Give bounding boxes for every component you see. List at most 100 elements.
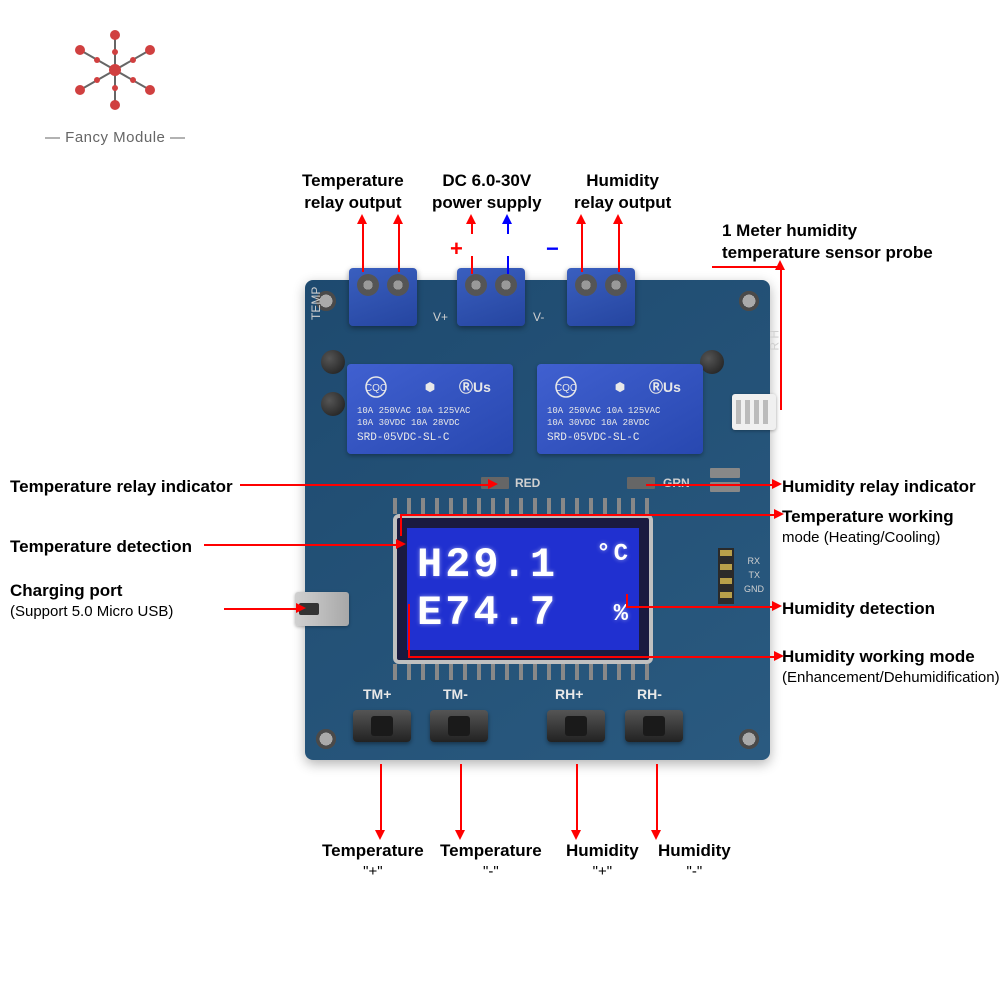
- arrow-line: [408, 604, 410, 658]
- lcd-humidity: E74.7 %: [417, 589, 639, 637]
- mounting-hole: [313, 726, 339, 752]
- arrow-line: [618, 220, 620, 272]
- svg-text:CQC: CQC: [365, 383, 387, 394]
- arrow-head: [455, 830, 465, 840]
- lcd-display: H29.1 °C E74.7 %: [393, 514, 653, 664]
- mounting-hole: [736, 726, 762, 752]
- arrow-line: [398, 220, 400, 272]
- arrow-head: [296, 603, 306, 613]
- silkscreen-vplus: V+: [433, 310, 448, 324]
- svg-text:ⓇUs: ⓇUs: [459, 379, 491, 395]
- relay-humidity: CQC ⬢ ⓇUs 10A 250VAC 10A 125VAC10A 30VDC…: [537, 364, 703, 454]
- arrow-line: [224, 608, 300, 610]
- annotation-sensor-probe: 1 Meter humidity temperature sensor prob…: [722, 220, 933, 264]
- button-label-tmminus: TM-: [443, 686, 468, 702]
- arrow-line: [460, 764, 462, 834]
- arrow-head: [775, 260, 785, 270]
- logo-text: — Fancy Module —: [45, 129, 186, 146]
- svg-text:ⓇUs: ⓇUs: [649, 379, 681, 395]
- arrow-line: [576, 764, 578, 834]
- arrow-line: [626, 594, 628, 608]
- lcd-pins: [393, 498, 653, 514]
- relay-spec: 10A 250VAC 10A 125VAC10A 30VDC 10A 28VDC…: [357, 406, 470, 446]
- polarity-plus: +: [450, 236, 463, 262]
- arrow-line: [712, 266, 780, 268]
- silkscreen-gnd: GND: [744, 584, 764, 594]
- silkscreen-temp: TEMP: [309, 287, 323, 320]
- sensor-connector: [732, 394, 776, 430]
- capacitor: [321, 350, 345, 374]
- silkscreen-tx: TX: [748, 570, 760, 580]
- annotation-temp-relay-indicator: Temperature relay indicator: [10, 476, 233, 498]
- arrow-line: [362, 220, 364, 272]
- annotation-charging-port: Charging port(Support 5.0 Micro USB): [10, 580, 173, 622]
- button-label-rhminus: RH-: [637, 686, 662, 702]
- brand-logo: — Fancy Module —: [45, 20, 186, 146]
- svg-text:CQC: CQC: [555, 383, 577, 394]
- silkscreen-grn: GRN: [663, 476, 690, 490]
- annotation-humid-detection: Humidity detection: [782, 598, 935, 620]
- relay-cert-icons: CQC ⬢ ⓇUs: [347, 374, 513, 405]
- arrow-line: [507, 220, 509, 234]
- annotation-humid-relay-output: Humidity relay output: [574, 170, 671, 214]
- annotation-btn-humid-minus: Humidity"-": [658, 840, 731, 882]
- arrow-head: [576, 214, 586, 224]
- arrow-head: [772, 601, 782, 611]
- silkscreen-rx: RX: [747, 556, 760, 566]
- terminal-temp-relay: [349, 268, 417, 326]
- button-tm-plus[interactable]: [353, 710, 411, 742]
- annotation-btn-temp-minus: Temperature"-": [440, 840, 542, 882]
- serial-pin-header: [718, 548, 734, 604]
- arrow-line: [471, 220, 473, 234]
- button-rh-minus[interactable]: [625, 710, 683, 742]
- arrow-line: [471, 256, 473, 274]
- arrow-head: [651, 830, 661, 840]
- pcb-board: TEMP R H V+ V- CQC ⬢ ⓇUs 10A 250VAC 10A …: [305, 280, 770, 760]
- annotation-temp-relay-output: Temperature relay output: [302, 170, 404, 214]
- button-tm-minus[interactable]: [430, 710, 488, 742]
- resistor-r1: [710, 468, 740, 478]
- annotation-temp-detection: Temperature detection: [10, 536, 192, 558]
- capacitor: [321, 392, 345, 416]
- silkscreen-vminus: V-: [533, 310, 544, 324]
- arrow-head: [488, 479, 498, 489]
- mounting-hole: [736, 288, 762, 314]
- button-label-rhplus: RH+: [555, 686, 583, 702]
- arrow-head: [613, 214, 623, 224]
- svg-text:⬢: ⬢: [425, 380, 435, 394]
- silkscreen-red: RED: [515, 476, 540, 490]
- relay-cert-icons: CQC ⬢ ⓇUs: [537, 374, 703, 405]
- annotation-btn-temp-plus: Temperature"+": [322, 840, 424, 882]
- arrow-line: [240, 484, 492, 486]
- led-grn: [627, 477, 655, 489]
- terminal-power: [457, 268, 525, 326]
- arrow-head: [774, 509, 784, 519]
- arrow-line: [646, 484, 776, 486]
- terminal-humid-relay: [567, 268, 635, 326]
- arrow-line: [581, 220, 583, 272]
- arrow-line: [400, 514, 402, 536]
- arrow-head: [375, 830, 385, 840]
- annotation-humid-relay-indicator: Humidity relay indicator: [782, 476, 976, 498]
- arrow-line: [507, 256, 509, 274]
- arrow-line: [408, 656, 778, 658]
- capacitor: [700, 350, 724, 374]
- arrow-head: [396, 539, 406, 549]
- arrow-head: [357, 214, 367, 224]
- arrow-line: [656, 764, 658, 834]
- arrow-line: [400, 514, 778, 516]
- arrow-line: [626, 606, 662, 608]
- annotation-btn-humid-plus: Humidity"+": [566, 840, 639, 882]
- svg-text:⬢: ⬢: [615, 380, 625, 394]
- arrow-head: [393, 214, 403, 224]
- annotation-temp-working-mode: Temperature workingmode (Heating/Cooling…: [782, 506, 954, 548]
- arrow-head: [772, 479, 782, 489]
- relay-temperature: CQC ⬢ ⓇUs 10A 250VAC 10A 125VAC10A 30VDC…: [347, 364, 513, 454]
- arrow-head: [774, 651, 784, 661]
- polarity-minus: −: [546, 236, 559, 262]
- lcd-pins: [393, 664, 653, 680]
- relay-spec: 10A 250VAC 10A 125VAC10A 30VDC 10A 28VDC…: [547, 406, 660, 446]
- annotation-humid-working-mode: Humidity working mode(Enhancement/Dehumi…: [782, 646, 1000, 688]
- button-label-tmplus: TM+: [363, 686, 391, 702]
- button-rh-plus[interactable]: [547, 710, 605, 742]
